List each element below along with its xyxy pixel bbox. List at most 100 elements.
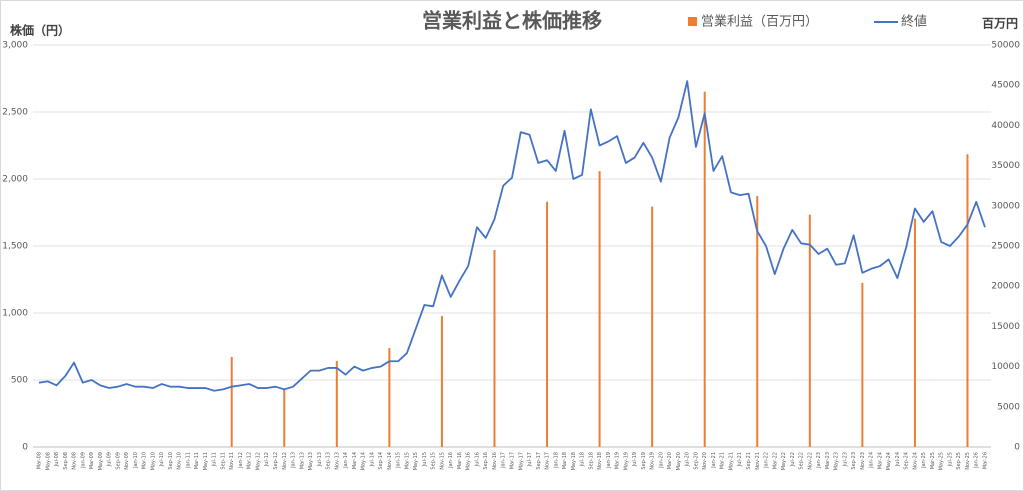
x-tick-label: Mar-16: [457, 452, 463, 469]
x-tick-label: Sep-14: [378, 452, 384, 470]
x-tick-label: Jul-22: [790, 452, 796, 467]
x-tick-label: Mar-13: [299, 452, 305, 469]
x-tick-label: May-17: [518, 452, 524, 470]
x-tick-label: Jul-10: [159, 452, 165, 467]
bar: [230, 356, 233, 447]
bar: [598, 171, 601, 447]
y-tick-label: 0: [22, 443, 28, 453]
x-tick-label: Sep-09: [115, 452, 121, 470]
y-tick-label: 1,000: [2, 309, 28, 319]
line: [38, 80, 986, 392]
x-tick-label: Sep-13: [326, 452, 332, 470]
y2-tick-label: 5000: [997, 402, 1020, 412]
x-tick-label: Jan-10: [133, 452, 139, 469]
y2-tick-label: 15000: [991, 322, 1020, 332]
x-tick-label: Sep-25: [956, 452, 962, 470]
x-tick-label: Nov-15: [439, 452, 445, 470]
x-tick-label: Nov-20: [702, 452, 708, 470]
x-tick-label: Nov-17: [545, 452, 551, 470]
x-tick-label: Sep-20: [693, 452, 699, 470]
legend-label: 営業利益（百万円）: [701, 14, 818, 30]
x-tick-label: Mar-18: [562, 452, 568, 469]
x-tick-label: Jan-22: [764, 452, 770, 469]
x-tick-label: Jul-21: [737, 452, 743, 467]
x-tick-label: Jul-15: [422, 452, 428, 467]
bar: [913, 218, 916, 447]
x-tick-label: Jan-16: [448, 452, 454, 469]
y2-tick-label: 10000: [991, 362, 1020, 372]
y2-tick-label: 30000: [991, 201, 1020, 211]
bar: [703, 91, 706, 447]
x-tick-label: Nov-18: [597, 452, 603, 470]
y2-tick-label: 45000: [991, 81, 1020, 91]
x-tick-label: Mar-15: [404, 452, 410, 469]
x-tick-label: Mar-26: [983, 452, 989, 469]
x-tick-label: Sep-24: [904, 452, 910, 470]
x-tick-label: Jul-18: [580, 452, 586, 467]
bar: [440, 315, 443, 447]
y-axis-title: 株価（円）: [10, 23, 70, 38]
x-tick-label: Nov-14: [387, 452, 393, 470]
x-tick-label: Mar-25: [930, 452, 936, 469]
x-tick-label: May-11: [203, 452, 209, 470]
x-tick-label: Nov-25: [965, 452, 971, 470]
bar: [335, 360, 338, 447]
x-tick-label: Sep-12: [273, 452, 279, 470]
x-tick-label: Sep-21: [746, 452, 752, 470]
x-tick-label: Nov-23: [860, 452, 866, 470]
x-tick-label: Jul-14: [369, 452, 375, 467]
x-tick-label: Sep-18: [588, 452, 594, 470]
x-tick-label: May-16: [466, 452, 472, 470]
bar: [651, 206, 654, 447]
x-tick-label: Jul-23: [842, 452, 848, 467]
x-tick-label: Nov-08: [72, 452, 78, 470]
x-tick-label: May-19: [623, 452, 629, 470]
x-tick-label: Jan-14: [343, 452, 349, 469]
bar: [808, 214, 811, 447]
y-tick-label: 2,500: [2, 108, 28, 118]
x-tick-label: Jul-13: [317, 452, 323, 467]
x-tick-label: Jan-11: [185, 452, 191, 469]
x-tick-label: Mar-20: [667, 452, 673, 469]
x-tick-label: May-12: [255, 452, 261, 470]
x-tick-label: Jul-20: [685, 452, 691, 467]
y2-axis-title: 百万円: [982, 17, 1018, 31]
x-tick-label: May-24: [886, 452, 892, 470]
x-tick-label: Sep-22: [799, 452, 805, 470]
x-tick-label: Jan-23: [816, 452, 822, 469]
bar: [861, 282, 864, 447]
x-tick-label: May-20: [676, 452, 682, 470]
x-tick-label: May-14: [361, 452, 367, 470]
x-tick-label: Mar-14: [352, 452, 358, 469]
x-tick-label: Sep-19: [641, 452, 647, 470]
bar: [283, 389, 286, 447]
x-tick-label: Sep-16: [483, 452, 489, 470]
x-tick-label: May-13: [308, 452, 314, 470]
x-tick-label: Mar-19: [615, 452, 621, 469]
x-tick-label: May-18: [571, 452, 577, 470]
y2-tick-label: 40000: [991, 121, 1020, 131]
x-tick-label: Sep-17: [536, 452, 542, 470]
y-tick-label: 500: [11, 376, 28, 386]
bar: [756, 196, 759, 447]
x-tick-label: Mar-21: [720, 452, 726, 469]
y2-tick-label: 0: [1014, 443, 1020, 453]
x-tick-label: Sep-15: [431, 452, 437, 470]
x-tick-label: Jan-25: [921, 452, 927, 469]
x-tick-label: Jul-19: [632, 452, 638, 467]
x-tick-label: Jan-26: [974, 452, 980, 469]
x-tick-label: Mar-24: [877, 452, 883, 469]
x-tick-label: Jan-13: [291, 452, 297, 469]
x-tick-label: Nov-13: [334, 452, 340, 470]
x-tick-label: May-09: [98, 452, 104, 470]
x-tick-label: Nov-22: [807, 452, 813, 470]
x-tick-label: Jan-09: [80, 452, 86, 469]
x-tick-label: Jan-20: [658, 452, 664, 469]
y-tick-label: 1,500: [2, 242, 28, 252]
chart-title: 営業利益と株価推移: [422, 9, 602, 33]
x-tick-label: Jan-17: [501, 452, 507, 469]
x-tick-label: May-23: [834, 452, 840, 470]
x-tick-label: Jul-11: [212, 452, 218, 467]
x-tick-label: Jan-15: [396, 452, 402, 469]
